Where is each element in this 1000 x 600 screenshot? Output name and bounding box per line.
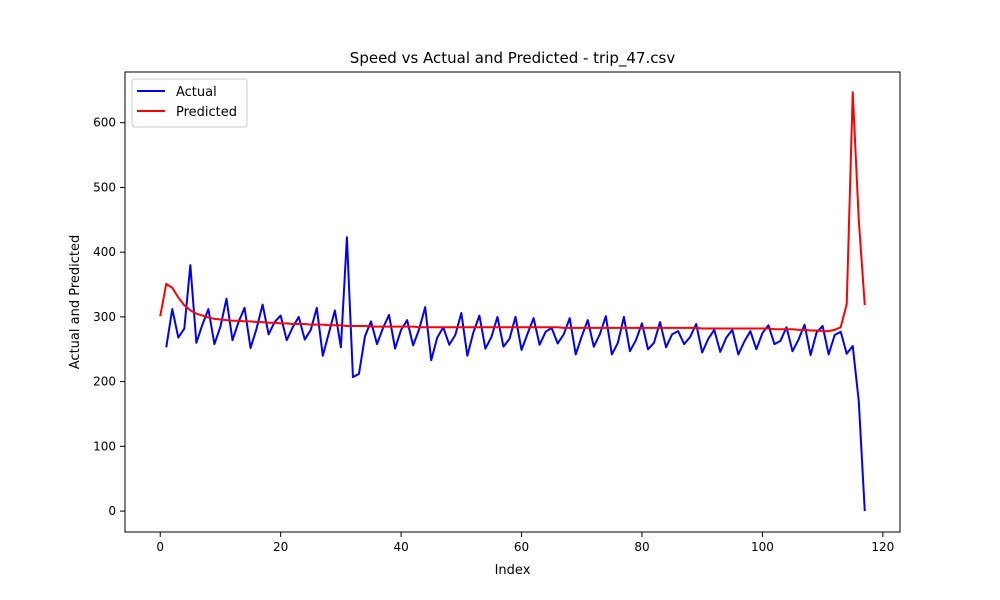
x-tick-label: 0 [156,540,164,554]
legend-label-predicted: Predicted [176,105,237,120]
y-tick-label: 300 [93,310,116,324]
x-tick-label: 20 [273,540,288,554]
chart-title: Speed vs Actual and Predicted - trip_47.… [350,49,676,68]
y-tick-label: 200 [93,375,116,389]
x-axis-ticks: 0 20 40 60 80 100 120 [156,532,894,554]
legend-label-actual: Actual [176,85,217,100]
y-axis-label: Actual and Predicted [68,235,83,369]
y-tick-label: 500 [93,180,116,194]
y-tick-label: 0 [108,504,116,518]
y-axis-ticks: 0 100 200 300 400 500 600 [93,116,125,518]
x-tick-label: 80 [634,540,649,554]
legend: Actual Predicted [131,78,248,128]
plot-frame [124,71,901,533]
y-tick-label: 100 [93,439,116,453]
x-axis-label: Index [495,563,531,578]
x-tick-label: 60 [514,540,529,554]
x-tick-label: 120 [871,540,894,554]
x-tick-label: 40 [393,540,408,554]
y-tick-label: 400 [93,245,116,259]
plot-lines [159,91,866,512]
y-tick-label: 600 [93,116,116,130]
x-tick-label: 100 [751,540,774,554]
series-line-predicted [159,91,866,333]
